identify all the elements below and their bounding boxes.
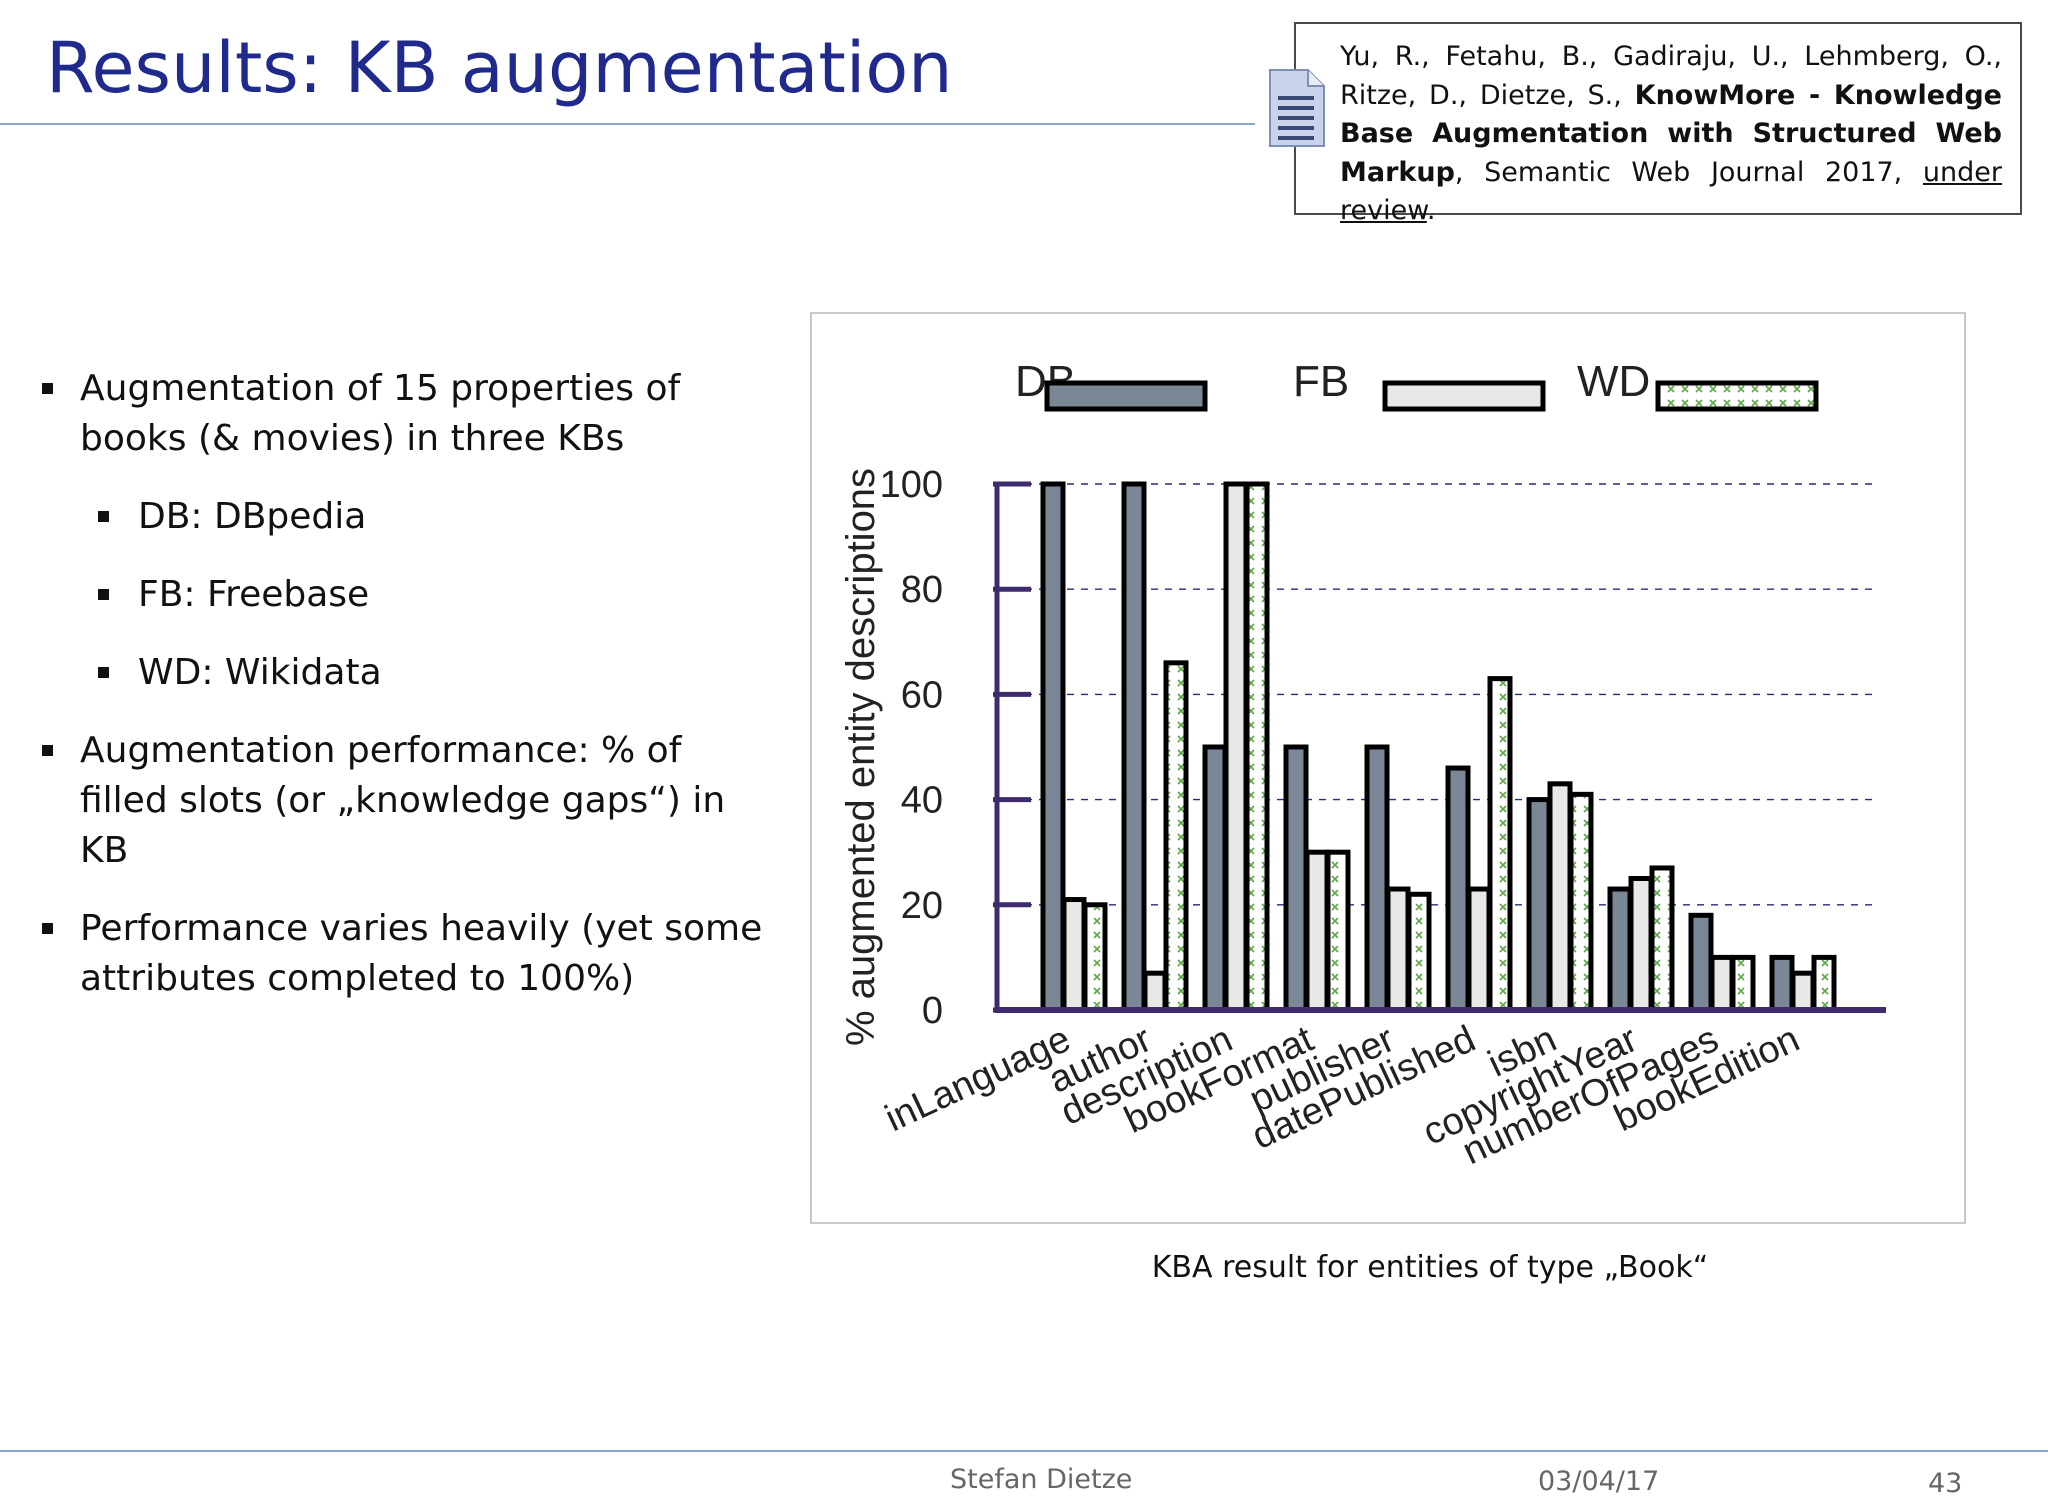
bar-fb-bookFormat (1304, 849, 1330, 1013)
bar-db-author (1121, 481, 1147, 1013)
bar-wd-publisher (1406, 891, 1432, 1013)
bar-fb-inLanguage (1061, 897, 1087, 1013)
bar-wd-inLanguage (1082, 902, 1108, 1013)
reference-citation: Yu, R., Fetahu, B., Gadiraju, U., Lehmbe… (1340, 41, 2002, 227)
bar-fb-author (1142, 970, 1168, 1013)
sub-bullet-item: FB: Freebase (36, 570, 776, 620)
reference-status-link[interactable]: under review (1340, 156, 2002, 227)
slide-title: Results: KB augmentation (46, 27, 953, 109)
reference-venue: Semantic Web Journal 2017, (1484, 156, 1903, 188)
bar-fb-numberOfPages (1709, 954, 1735, 1013)
legend-label-fb: FB (1293, 357, 1349, 406)
y-tick-label: 40 (901, 780, 943, 822)
y-tick-label: 60 (901, 674, 943, 716)
chart-caption: KBA result for entities of type „Book“ (1151, 1250, 1709, 1285)
bar-fb-publisher (1385, 886, 1411, 1013)
sub-bullet-item: WD: Wikidata (36, 648, 776, 698)
y-axis-label: % augmented entity descriptions (839, 468, 883, 1046)
reference-authors: Yu, R., Fetahu, B., Gadiraju, U., Lehmbe… (1340, 41, 2002, 111)
bar-db-datePublished (1445, 765, 1471, 1013)
legend-swatch-fb (1382, 380, 1546, 412)
bar-wd-numberOfPages (1730, 954, 1756, 1013)
bar-db-bookFormat (1283, 744, 1309, 1013)
y-tick-label: 20 (901, 885, 943, 927)
y-tick-label: 80 (901, 569, 943, 611)
bar-db-description (1202, 744, 1228, 1013)
bar-wd-copyrightYear (1649, 865, 1675, 1013)
bar-wd-datePublished (1487, 676, 1513, 1013)
bar-db-bookEdition (1769, 954, 1795, 1013)
bar-wd-author (1163, 660, 1189, 1013)
bar-wd-bookEdition (1811, 954, 1837, 1013)
bar-db-isbn (1526, 797, 1552, 1013)
bar-fb-datePublished (1466, 886, 1492, 1013)
legend-swatch-wd (1655, 380, 1819, 412)
legend-swatch-db (1044, 380, 1208, 412)
y-tick-label: 100 (880, 464, 943, 506)
bar-db-inLanguage (1040, 481, 1066, 1013)
x-tick-label: inLanguage (879, 1018, 1077, 1140)
bullet-item: Performance varies heavily (yet some att… (36, 904, 776, 1004)
bullet-list: Augmentation of 15 properties of books (… (36, 364, 776, 1032)
footer-author: Stefan Dietze (950, 1464, 1133, 1495)
bullet-item: Augmentation performance: % of filled sl… (36, 726, 776, 876)
bar-db-publisher (1364, 744, 1390, 1013)
reference-paper-title: KnowMore - Knowledge Base Augmentation w… (1340, 79, 2002, 188)
reference-box (1294, 22, 2022, 215)
bar-wd-bookFormat (1325, 849, 1351, 1013)
bar-db-copyrightYear (1607, 886, 1633, 1013)
sub-bullet-item: DB: DBpedia (36, 492, 776, 542)
bar-fb-description (1223, 481, 1249, 1013)
bar-wd-isbn (1568, 791, 1594, 1013)
reference-period: . (1426, 195, 1436, 226)
bullet-item: Augmentation of 15 properties of books (… (36, 364, 776, 464)
bar-chart: DBFBWD 020406080100inLanguageauthordescr… (839, 357, 1886, 1173)
page-number: 43 (1928, 1468, 1963, 1499)
bar-fb-isbn (1547, 781, 1573, 1013)
footer-date: 03/04/17 (1538, 1466, 1660, 1497)
title-divider (0, 123, 1255, 125)
bar-wd-description (1244, 481, 1270, 1013)
footer-divider (0, 1450, 2048, 1452)
legend-label-wd: WD (1577, 357, 1650, 406)
bar-db-numberOfPages (1688, 912, 1714, 1013)
document-icon (1269, 69, 1325, 147)
bar-fb-bookEdition (1790, 970, 1816, 1013)
bar-fb-copyrightYear (1628, 876, 1654, 1013)
y-tick-label: 0 (922, 990, 943, 1032)
